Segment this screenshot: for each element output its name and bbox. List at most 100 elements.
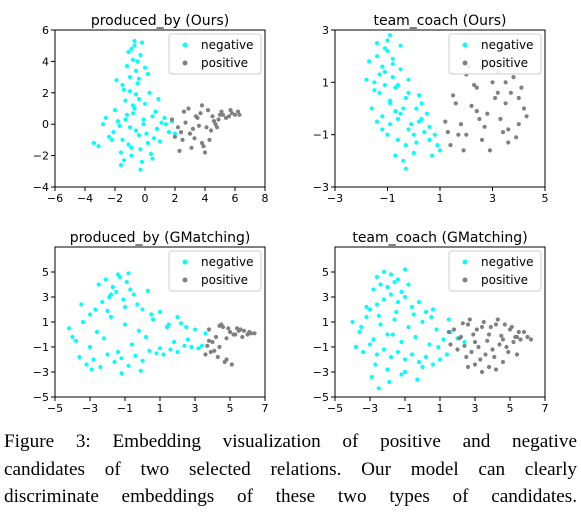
negative-point: [203, 331, 208, 336]
positive-point: [175, 125, 181, 130]
chart-title: team_coach (GMatching): [352, 230, 527, 246]
negative-point: [114, 289, 119, 295]
negative-point: [115, 349, 121, 355]
negative-point: [70, 334, 75, 340]
negative-point: [182, 343, 187, 348]
legend-negative-marker: [182, 42, 188, 48]
axes-frame: [54, 29, 266, 188]
negative-point: [115, 272, 121, 277]
negative-point: [462, 339, 467, 345]
negative-point: [138, 368, 143, 373]
positive-point: [216, 117, 221, 122]
legend: negative positive: [448, 33, 542, 75]
positive-point: [212, 348, 217, 353]
y-tick-label: −1: [313, 341, 329, 354]
negative-point: [103, 115, 109, 120]
positive-point: [237, 112, 242, 117]
negative-point: [189, 344, 194, 350]
positive-point: [481, 319, 486, 325]
positive-point: [457, 336, 462, 341]
negative-point: [172, 131, 178, 136]
negative-point: [398, 111, 403, 116]
positive-point: [456, 132, 461, 137]
negative-point: [409, 352, 415, 357]
y-tick-label: 3: [322, 291, 329, 304]
negative-point: [406, 127, 411, 132]
x-tick-label: 7: [542, 402, 549, 415]
negative-point: [423, 309, 429, 315]
positive-point: [199, 140, 205, 146]
negative-point: [157, 139, 163, 144]
negative-point: [141, 117, 146, 122]
negative-point: [381, 297, 387, 302]
positive-point: [458, 122, 464, 127]
legend-box: [448, 250, 542, 292]
legend: negative positive: [448, 250, 542, 292]
negative-point: [367, 307, 373, 312]
negative-point: [385, 284, 390, 290]
positive-point: [445, 130, 450, 135]
positive-point: [464, 132, 469, 137]
positive-point: [483, 352, 488, 357]
negative-point: [135, 81, 140, 86]
positive-point: [235, 109, 241, 114]
positive-point: [453, 101, 458, 106]
positive-point: [521, 106, 527, 111]
negative-point: [371, 287, 376, 292]
negative-point: [157, 309, 163, 315]
positive-point: [177, 148, 182, 153]
positive-point: [482, 124, 487, 129]
negative-point: [117, 123, 122, 128]
positive-point: [208, 349, 213, 355]
negative-point: [112, 108, 118, 113]
negative-point: [378, 282, 383, 287]
negative-point: [94, 329, 100, 335]
negative-point: [388, 292, 394, 297]
positive-point: [488, 324, 493, 330]
negative-point: [364, 304, 369, 310]
positive-point: [240, 334, 245, 340]
y-tick-label: 4: [42, 55, 49, 68]
negative-point: [395, 349, 401, 355]
negative-point: [100, 122, 106, 127]
negative-point: [432, 132, 437, 137]
negative-point: [406, 77, 411, 82]
negative-point: [367, 342, 373, 347]
positive-point: [469, 103, 474, 108]
negative-point: [109, 137, 115, 142]
negative-point: [129, 153, 134, 158]
negative-point: [141, 122, 146, 127]
negative-point: [374, 274, 380, 280]
negative-point: [143, 334, 149, 340]
positive-point: [448, 143, 453, 148]
y-tick-label: −3: [313, 181, 329, 194]
negative-point: [132, 43, 137, 48]
positive-point: [498, 116, 503, 122]
positive-point: [516, 95, 521, 101]
negative-point: [130, 57, 136, 62]
positive-point: [472, 362, 478, 367]
negative-point: [130, 103, 136, 108]
negative-point: [91, 140, 97, 146]
positive-point: [233, 332, 238, 337]
negative-point: [401, 106, 406, 111]
positive-point: [511, 75, 516, 80]
negative-point: [374, 54, 380, 59]
negative-point: [118, 150, 124, 155]
positive-point: [472, 82, 477, 88]
y-tick-label: −1: [313, 129, 329, 142]
negative-point: [87, 312, 93, 317]
negative-point: [419, 101, 424, 106]
negative-point: [437, 148, 443, 153]
positive-point: [506, 127, 511, 132]
positive-point: [219, 109, 224, 114]
negative-point: [360, 349, 366, 355]
positive-point: [485, 111, 490, 116]
series-positive: [446, 317, 534, 375]
negative-point: [374, 41, 380, 46]
x-tick-label: −3: [82, 402, 98, 415]
negative-point: [402, 357, 408, 362]
negative-point: [395, 137, 401, 142]
positive-point: [521, 329, 527, 335]
negative-point: [399, 372, 404, 377]
